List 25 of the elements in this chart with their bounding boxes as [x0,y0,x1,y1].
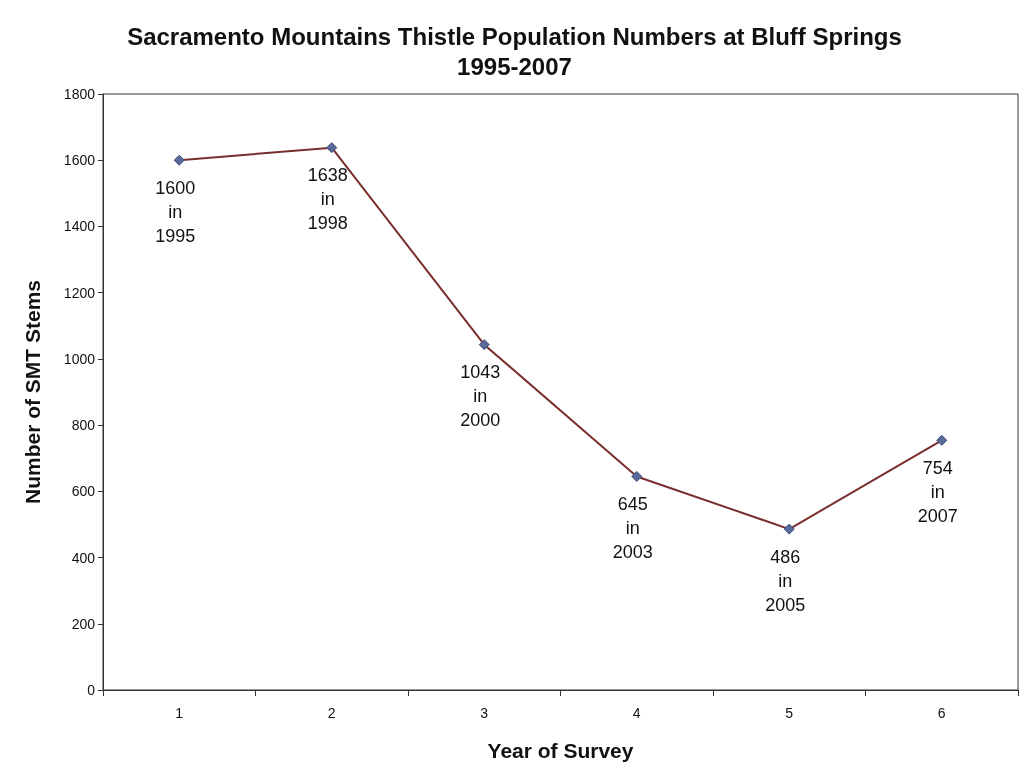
data-label: 754 in 2007 [917,457,958,526]
x-axis-title: Year of Survey [487,739,634,762]
data-label: 1638 in 1998 [307,165,348,234]
y-axis-title: Number of SMT Stems [21,279,44,505]
y-tick-label: 1600 [63,152,96,169]
data-label: 486 in 2005 [765,546,806,615]
y-tick-label: 1400 [63,218,96,235]
y-tick-label: 400 [71,549,96,566]
y-tick-label: 200 [71,615,96,632]
y-tick-label: 600 [71,483,96,500]
x-tick-label: 3 [480,705,489,721]
x-tick-label: 1 [175,705,184,721]
data-label: 645 in 2003 [612,493,653,562]
x-tick-label: 6 [937,705,946,721]
data-label: 1043 in 2000 [460,362,501,431]
y-tick-label: 1800 [63,86,96,102]
x-tick-label: 2 [327,705,336,721]
y-tick-label: 1200 [63,284,96,301]
y-tick-label: 0 [87,682,96,698]
chart-title: Sacramento Mountains Thistle Population Numbers at Bluff Springs 1995-2007 [127,22,902,80]
x-tick-label: 4 [632,705,641,721]
data-label: 1600 in 1995 [155,177,196,246]
x-tick-label: 5 [785,705,794,721]
y-tick-label: 1000 [63,350,96,367]
y-tick-label: 800 [71,417,96,434]
